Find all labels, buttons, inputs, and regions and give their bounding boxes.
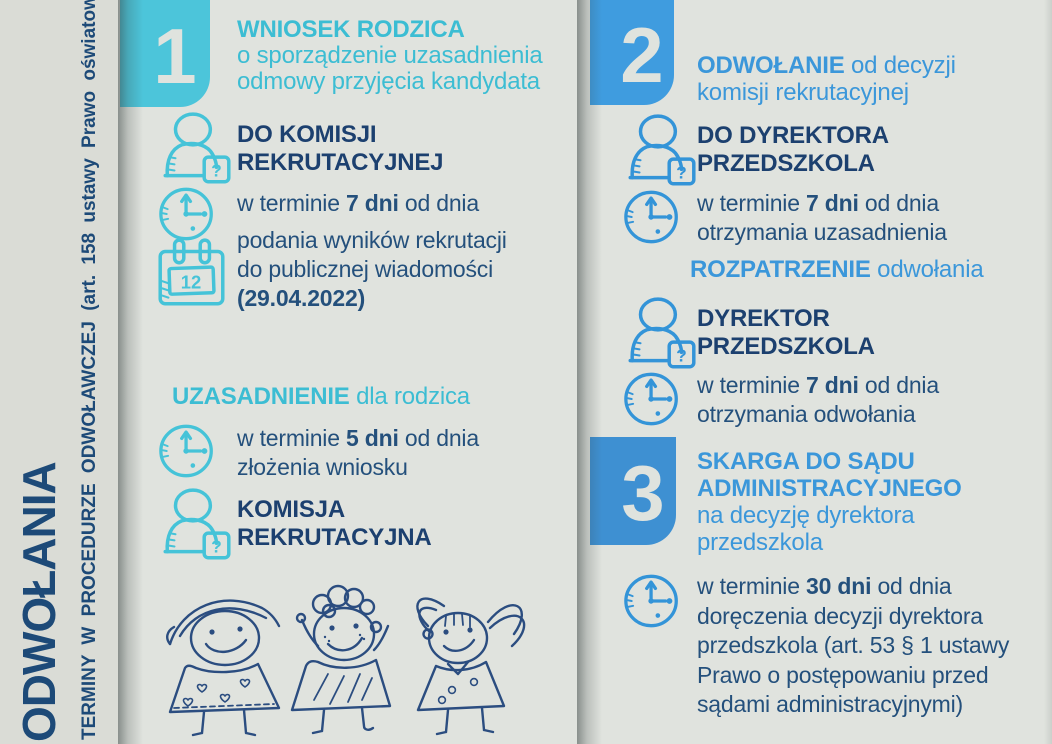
step-2-title-bold: ODWOŁANIE <box>697 52 845 79</box>
step-3-title-line3: na decyzję dyrektora <box>697 502 915 529</box>
deadline-line: przedszkola (art. 53 § 1 ustawy <box>697 632 1010 658</box>
step-2-title: ODWOŁANIE od decyzji komisji rekrutacyjn… <box>697 52 956 106</box>
step-3-title-bold: SKARGA DO SĄDU <box>697 448 915 475</box>
deadline-days: 7 dni <box>346 190 399 216</box>
step-3-badge: 3 <box>590 437 676 545</box>
deadline-days: 7 dni <box>806 372 859 398</box>
poster-title: ODWOŁANIA <box>13 462 65 742</box>
step-2-deadline2: w terminie 7 dni od dnia otrzymania odwo… <box>697 371 939 428</box>
clock-icon <box>149 420 227 482</box>
actor-line: DYREKTOR <box>697 305 830 332</box>
step-2-number: 2 <box>620 10 664 99</box>
actor-line: REKRUTACYJNA <box>237 524 432 551</box>
deadline-line2: otrzymania odwołania <box>697 400 916 427</box>
step-3-title-line4: przedszkola <box>697 529 823 556</box>
step-2-actor1: DO DYREKTORA PRZEDSZKOLA <box>697 122 889 178</box>
step-3-title: SKARGA DO SĄDU ADMINISTRACYJNEGO na decy… <box>697 448 962 556</box>
clock-icon <box>614 570 692 632</box>
person-question-icon <box>620 297 702 373</box>
fold-crease-middle <box>577 0 602 744</box>
deadline-days: 7 dni <box>806 190 859 216</box>
step-2-badge: 2 <box>590 0 674 105</box>
detail-date: (29.04.2022) <box>237 285 366 311</box>
step-1-deadline1-detail: podania wyników rekrutacji do publicznej… <box>237 226 507 313</box>
person-question-icon <box>620 114 702 190</box>
step-2-subheading: ROZPATRZENIE odwołania <box>690 256 984 283</box>
deadline-days: 30 dni <box>806 573 872 599</box>
step-1-title-line2: o sporządzenie uzasadnienia <box>237 42 543 69</box>
step-1-badge: 1 <box>120 0 210 107</box>
clock-icon <box>614 368 692 430</box>
step-2-deadline1: w terminie 7 dni od dnia otrzymania uzas… <box>697 189 947 246</box>
deadline-text: od dnia <box>871 573 952 599</box>
deadline-line: doręczenia decyzji dyrektora <box>697 602 983 629</box>
deadline-line: sądami administracyjnymi) <box>697 691 963 717</box>
clock-icon <box>614 186 692 248</box>
actor-line: DO KOMISJI <box>237 121 377 148</box>
deadline-days: 5 dni <box>346 425 399 451</box>
deadline-line2: złożenia wniosku <box>237 453 408 480</box>
deadline-text: w terminie <box>697 190 806 216</box>
calendar-icon <box>152 236 232 310</box>
step-1-number: 1 <box>153 11 197 100</box>
step-1-deadline2: w terminie 5 dni od dnia złożenia wniosk… <box>237 424 479 481</box>
step-1-title-bold: WNIOSEK RODZICA <box>237 16 465 43</box>
step-1-actor2: KOMISJA REKRUTACYJNA <box>237 496 432 552</box>
step-3-deadline: w terminie 30 dni od dnia doręczenia dec… <box>697 572 1009 720</box>
right-edge-shade <box>1044 0 1052 744</box>
person-question-icon <box>155 112 237 188</box>
actor-line: PRZEDSZKOLA <box>697 333 875 360</box>
deadline-text: w terminie <box>697 573 806 599</box>
subheading-rest: odwołania <box>870 256 984 283</box>
step-1-actor1: DO KOMISJI REKRUTACYJNEJ <box>237 121 444 177</box>
left-strip: ODWOŁANIA TERMINY W PROCEDURZE ODWOŁAWCZ… <box>0 0 118 744</box>
deadline-text: w terminie <box>237 190 346 216</box>
step-2-title-line2: komisji rekrutacyjnej <box>697 79 909 106</box>
poster-subtitle: TERMINY W PROCEDURZE ODWOŁAWCZEJ (art. 1… <box>79 0 100 740</box>
person-question-icon <box>155 488 237 564</box>
step-3-number: 3 <box>621 449 665 537</box>
step-2-actor2: DYREKTOR PRZEDSZKOLA <box>697 305 875 361</box>
deadline-text: od dnia <box>398 190 479 216</box>
deadline-text: od dnia <box>858 372 939 398</box>
step-1-subheading: UZASADNIENIE dla rodzica <box>172 384 470 410</box>
fold-crease-left <box>118 0 143 744</box>
children-doodle-drawing <box>166 584 526 737</box>
deadline-line2: otrzymania uzasadnienia <box>697 218 947 245</box>
deadline-text: w terminie <box>697 372 806 398</box>
detail-line: podania wyników rekrutacji <box>237 227 507 253</box>
subheading-rest: dla rodzica <box>349 383 470 410</box>
deadline-text: od dnia <box>398 425 479 451</box>
deadline-line: Prawo o postępowaniu przed <box>697 661 989 688</box>
subheading-bold: UZASADNIENIE <box>172 383 350 410</box>
step-1-title-line3: odmowy przyjęcia kandydata <box>237 68 540 95</box>
step-2-title-rest: od decyzji <box>844 52 956 79</box>
step-1-title: WNIOSEK RODZICA o sporządzenie uzasadnie… <box>237 17 543 95</box>
deadline-text: w terminie <box>237 425 346 451</box>
actor-line: KOMISJA <box>237 496 345 523</box>
step-3-title-bold: ADMINISTRACYJNEGO <box>697 475 962 502</box>
actor-line: DO DYREKTORA <box>697 122 889 149</box>
deadline-text: od dnia <box>858 190 939 216</box>
detail-line: do publicznej wiadomości <box>237 256 494 282</box>
actor-line: PRZEDSZKOLA <box>697 150 875 177</box>
subheading-bold: ROZPATRZENIE <box>690 256 871 283</box>
actor-line: REKRUTACYJNEJ <box>237 149 444 176</box>
step-1-deadline1: w terminie 7 dni od dnia <box>237 189 479 218</box>
